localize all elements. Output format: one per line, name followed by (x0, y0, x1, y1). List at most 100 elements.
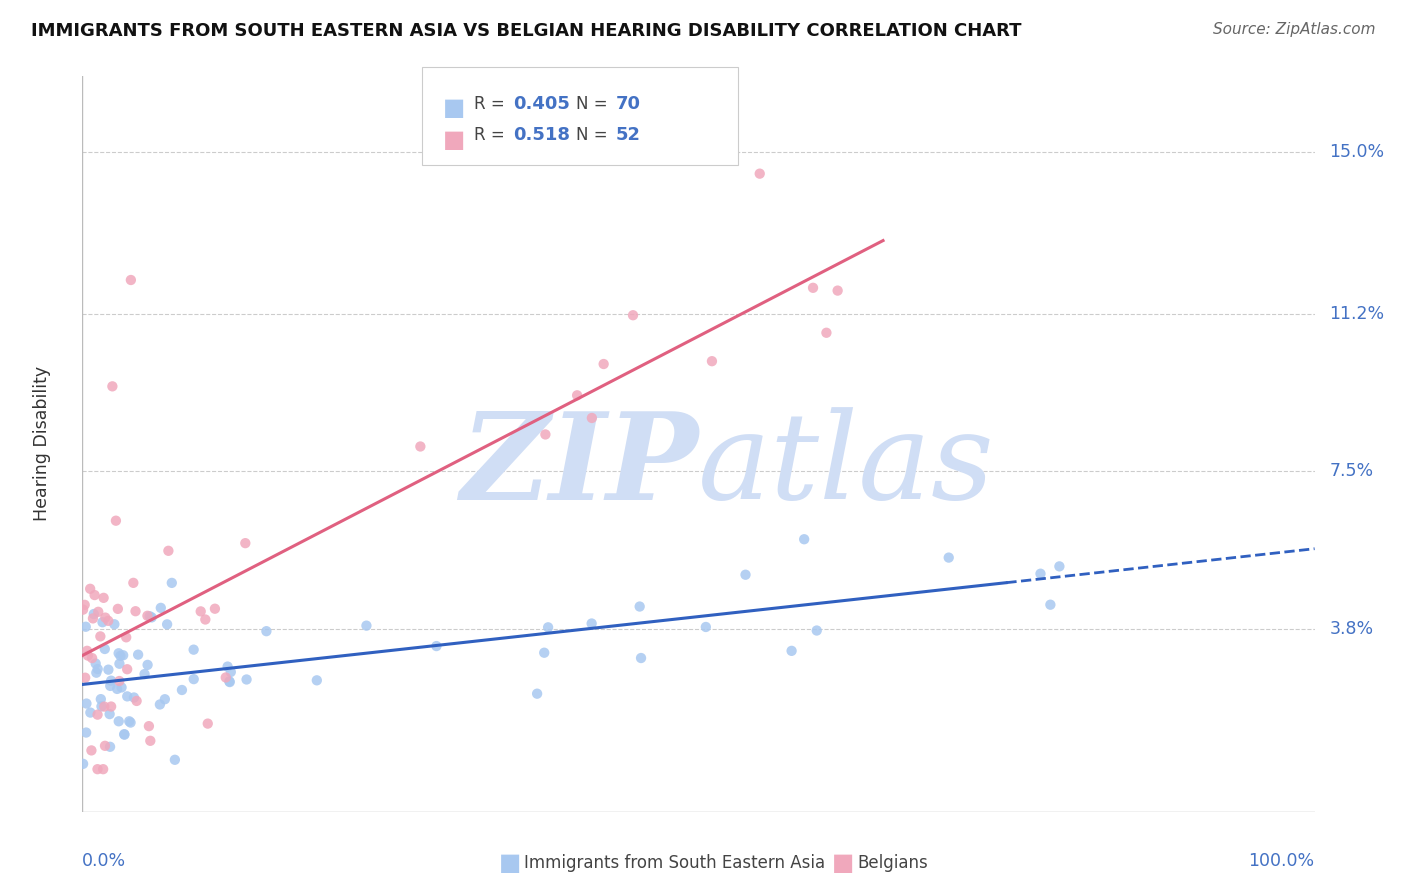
Point (156, 617, 179, 632)
Point (108, 657, 131, 671)
Point (356, 618, 378, 632)
Point (75, 671, 97, 685)
Point (163, 753, 186, 767)
Point (233, 536, 256, 550)
Point (91, 762, 114, 776)
Point (98, 679, 121, 693)
Point (86, 662, 108, 676)
Point (219, 665, 242, 679)
Point (134, 667, 156, 681)
Point (82, 611, 104, 625)
Point (108, 673, 131, 688)
Point (153, 692, 176, 706)
Point (537, 620, 560, 634)
Point (73, 598, 96, 612)
Point (77, 648, 100, 663)
Point (149, 600, 172, 615)
Point (734, 567, 756, 582)
Point (305, 673, 328, 688)
Point (79, 582, 101, 596)
Point (110, 681, 132, 695)
Point (1029, 566, 1052, 581)
Point (90, 699, 112, 714)
Point (565, 388, 588, 402)
Text: 0.405: 0.405 (513, 95, 569, 112)
Point (136, 657, 159, 672)
Text: 70: 70 (616, 95, 641, 112)
Point (630, 651, 652, 665)
Point (183, 642, 205, 657)
Point (79, 706, 101, 720)
Text: 52: 52 (616, 126, 641, 144)
Point (93, 699, 115, 714)
Point (98, 739, 121, 754)
Point (1039, 598, 1062, 612)
Text: Belgians: Belgians (858, 854, 928, 871)
Text: 0.518: 0.518 (513, 126, 571, 144)
Point (141, 610, 163, 624)
Point (425, 639, 447, 653)
Point (621, 308, 644, 322)
Point (80, 743, 103, 757)
Point (103, 617, 125, 632)
Point (91, 615, 114, 630)
Point (100, 699, 122, 714)
Text: IMMIGRANTS FROM SOUTH EASTERN ASIA VS BELGIAN HEARING DISABILITY CORRELATION CHA: IMMIGRANTS FROM SOUTH EASTERN ASIA VS BE… (31, 22, 1021, 40)
Point (592, 357, 614, 371)
Text: ZIP: ZIP (460, 407, 699, 525)
Point (581, 616, 603, 631)
Point (138, 609, 160, 624)
Point (89, 629, 111, 643)
Point (90, 692, 112, 706)
Point (695, 620, 717, 634)
Point (94, 739, 117, 753)
Point (120, 715, 142, 730)
Point (98, 707, 121, 722)
Point (100, 673, 122, 688)
Point (107, 602, 129, 616)
Point (122, 690, 145, 705)
Point (118, 714, 141, 729)
Point (215, 671, 238, 685)
Point (107, 714, 129, 729)
Point (197, 716, 219, 731)
Point (72, 756, 94, 771)
Point (124, 604, 146, 618)
Point (139, 733, 162, 747)
Point (94, 610, 117, 624)
Text: 7.5%: 7.5% (1330, 462, 1374, 481)
Point (204, 601, 226, 615)
Point (533, 646, 555, 660)
Point (86, 707, 108, 722)
Point (815, 326, 838, 340)
Point (218, 675, 240, 690)
Point (93, 591, 115, 605)
Point (136, 608, 159, 623)
Text: ■: ■ (832, 851, 855, 874)
Text: ■: ■ (443, 128, 465, 152)
Point (82, 651, 104, 665)
Point (75, 620, 97, 634)
Point (115, 690, 138, 704)
Text: 0.0%: 0.0% (82, 852, 125, 871)
Text: atlas: atlas (699, 407, 995, 524)
Point (149, 698, 172, 712)
Point (160, 575, 183, 590)
Point (218, 674, 240, 689)
Point (217, 659, 239, 673)
Point (94, 642, 117, 657)
Text: ■: ■ (499, 851, 522, 874)
Point (138, 719, 160, 733)
Text: 3.8%: 3.8% (1330, 620, 1374, 638)
Point (194, 613, 217, 627)
Point (183, 672, 205, 686)
Point (748, 167, 770, 181)
Point (122, 575, 145, 590)
Point (75, 725, 97, 739)
Point (254, 624, 277, 639)
Point (157, 543, 180, 558)
Point (127, 648, 149, 662)
Point (101, 379, 124, 393)
Point (700, 354, 723, 368)
Point (581, 411, 603, 425)
